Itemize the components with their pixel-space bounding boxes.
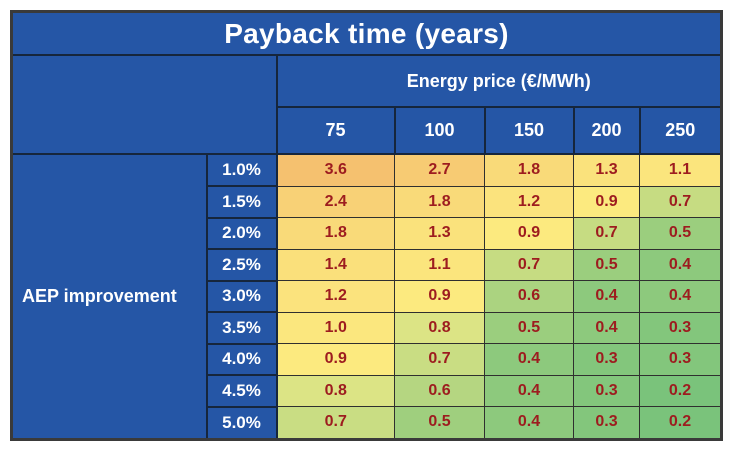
value-cell: 0.7	[573, 217, 640, 250]
value-cell: 0.6	[484, 280, 574, 313]
table-row: 2.5% 1.4 1.1 0.7 0.5 0.4	[12, 248, 722, 282]
header-rows: Payback time (years) Energy price (€/MWh…	[10, 10, 723, 155]
value-cell: 0.3	[573, 343, 640, 376]
value-cell: 0.9	[573, 185, 640, 218]
value-cell: 0.8	[276, 374, 395, 407]
value-cell: 2.7	[394, 153, 485, 187]
value-cell: 0.4	[639, 248, 722, 281]
value-cell: 1.1	[394, 248, 485, 281]
value-cell: 0.5	[573, 248, 640, 281]
table-row: 2.0% 1.8 1.3 0.9 0.7 0.5	[12, 216, 722, 250]
value-cell: 0.4	[484, 374, 574, 407]
value-cell: 0.4	[484, 343, 574, 376]
value-cell: 1.2	[276, 280, 395, 313]
table-row: 3.0% 1.2 0.9 0.6 0.4 0.4	[12, 279, 722, 313]
value-cell: 0.7	[394, 343, 485, 376]
value-cell: 0.6	[394, 374, 485, 407]
value-cell: 0.4	[639, 280, 722, 313]
row-label: 3.0%	[205, 279, 278, 313]
data-rows: AEP improvement 1.0% 3.6 2.7 1.8 1.3 1.1 1.5% 2.…	[10, 153, 722, 440]
value-cell: 0.5	[394, 406, 485, 440]
table-row: AEP improvement 1.0% 3.6 2.7 1.8 1.3 1.1	[10, 153, 722, 440]
value-cell: 0.7	[639, 185, 722, 218]
value-cell: 0.2	[639, 406, 722, 440]
corner-blank-cell	[10, 54, 278, 155]
value-cell: 2.4	[276, 185, 395, 218]
value-cell: 1.8	[276, 217, 395, 250]
value-cell: 1.0	[276, 311, 395, 344]
price-column-150: 150	[483, 106, 575, 155]
table-row: 3.5% 1.0 0.8 0.5 0.4 0.3	[12, 311, 722, 345]
value-cell: 0.2	[639, 374, 722, 407]
table-row: 4.0% 0.9 0.7 0.4 0.3 0.3	[12, 342, 722, 376]
row-label: 2.0%	[205, 216, 278, 250]
price-columns-row: 75 100 150 200 250	[12, 106, 723, 155]
value-cell: 1.8	[394, 185, 485, 218]
value-cell: 0.3	[639, 343, 722, 376]
table-row: 5.0% 0.7 0.5 0.4 0.3 0.2	[12, 405, 722, 440]
row-label: 5.0%	[205, 405, 278, 440]
value-cell: 0.3	[573, 374, 640, 407]
value-cell: 1.3	[573, 153, 640, 187]
price-column-100: 100	[393, 106, 486, 155]
row-label: 2.5%	[205, 248, 278, 282]
column-group-row: Energy price (€/MWh)	[10, 54, 723, 155]
value-cell: 1.4	[276, 248, 395, 281]
price-column-250: 250	[638, 106, 723, 155]
table-row: 1.5% 2.4 1.8 1.2 0.9 0.7	[12, 185, 722, 219]
table-title: Payback time (years)	[10, 10, 723, 56]
value-cell: 1.2	[484, 185, 574, 218]
row-label: 4.0%	[205, 342, 278, 376]
payback-table: Payback time (years) Energy price (€/MWh…	[10, 10, 723, 441]
value-cell: 1.8	[484, 153, 574, 187]
value-cell: 0.8	[394, 311, 485, 344]
value-cell: 0.9	[276, 343, 395, 376]
value-cell: 0.5	[639, 217, 722, 250]
value-cell: 0.4	[573, 311, 640, 344]
value-cell: 3.6	[276, 153, 395, 187]
energy-price-header: Energy price (€/MWh)	[275, 54, 723, 108]
value-cell: 0.3	[639, 311, 722, 344]
row-label: 3.5%	[205, 311, 278, 345]
payback-table-container: Payback time (years) Energy price (€/MWh…	[10, 10, 723, 441]
value-cell: 0.9	[394, 280, 485, 313]
value-cell: 1.3	[394, 217, 485, 250]
value-cell: 0.9	[484, 217, 574, 250]
value-cell: 1.1	[639, 153, 722, 187]
row-label: 1.5%	[205, 185, 278, 219]
price-column-200: 200	[572, 106, 641, 155]
row-group-header: AEP improvement	[10, 153, 208, 440]
value-cell: 0.4	[573, 280, 640, 313]
value-cell: 0.7	[276, 406, 395, 440]
value-cell: 0.4	[484, 406, 574, 440]
row-label: 1.0%	[205, 153, 278, 187]
price-column-75: 75	[275, 106, 396, 155]
value-cell: 0.3	[573, 406, 640, 440]
row-label: 4.5%	[205, 374, 278, 408]
value-cell: 0.5	[484, 311, 574, 344]
title-row: Payback time (years)	[10, 10, 723, 56]
value-cell: 0.7	[484, 248, 574, 281]
